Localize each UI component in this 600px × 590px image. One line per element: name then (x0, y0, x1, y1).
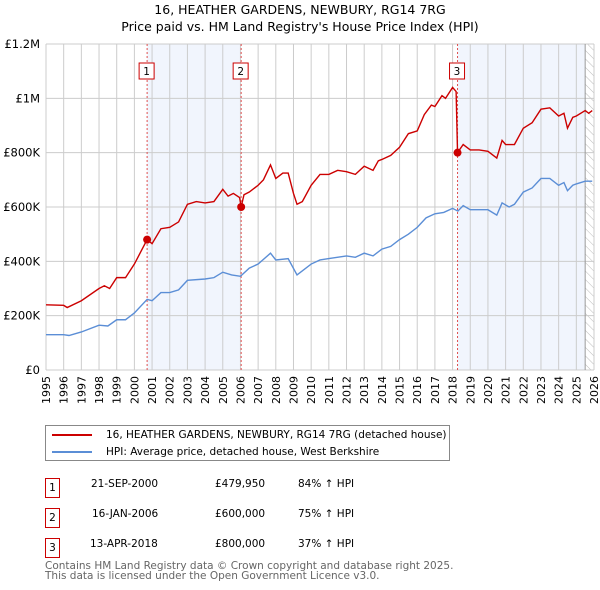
sale-point (453, 148, 462, 157)
chart-title: 16, HEATHER GARDENS, NEWBURY, RG14 7RG (154, 2, 446, 17)
x-tick-label: 2001 (146, 376, 159, 404)
y-tick-label: £200K (3, 309, 40, 323)
sale-marker-label: 3 (454, 66, 461, 78)
sale-date: 21-SEP-2000 (91, 478, 159, 490)
y-tick-label: £0 (25, 363, 40, 377)
sale-point (143, 235, 152, 244)
x-tick-label: 2012 (341, 376, 354, 404)
x-tick-label: 2008 (270, 376, 283, 404)
x-tick-label: 2004 (199, 376, 212, 404)
sale-marker-box (138, 62, 155, 80)
sale-date: 13-APR-2018 (90, 538, 158, 550)
series-line (45, 86, 593, 309)
x-tick-label: 2016 (411, 376, 424, 404)
footer-licence: This data is licensed under the Open Gov… (45, 570, 380, 582)
sale-date: 16-JAN-2006 (92, 508, 159, 520)
sale-point (237, 203, 246, 211)
sale-hpi: 75% ↑ HPI (298, 508, 355, 520)
sale-hpi: 37% ↑ HPI (298, 538, 355, 550)
y-tick-label: £1M (15, 91, 40, 105)
legend-red-swatch (52, 434, 92, 436)
legend: 16, HEATHER GARDENS, NEWBURY, RG14 7RG (… (45, 425, 450, 461)
sale-marker-box (449, 62, 466, 80)
sale-price: £800,000 (215, 538, 266, 550)
legend-property: 16, HEATHER GARDENS, NEWBURY, RG14 7RG (… (106, 429, 447, 441)
x-tick-label: 2020 (482, 376, 495, 404)
x-tick-label: 2017 (429, 376, 442, 404)
y-tick-label: £400K (3, 254, 40, 268)
x-tick-label: 2010 (305, 376, 318, 404)
x-tick-label: 2006 (234, 376, 247, 404)
x-tick-label: 2025 (570, 376, 583, 404)
x-tick-label: 1995 (40, 376, 53, 404)
y-tick-label: £800K (3, 146, 40, 160)
sale-price: £600,000 (215, 508, 266, 520)
x-tick-label: 1998 (93, 376, 106, 404)
sale-marker-label: 1 (143, 66, 150, 78)
x-tick-label: 1997 (75, 376, 88, 404)
sale-marker-label: 2 (237, 66, 244, 78)
x-tick-label: 2002 (164, 376, 177, 404)
sale-badge: 1 (45, 478, 60, 498)
y-tick-label: £600K (3, 200, 40, 214)
price-chart: 1995 1996 1997 1998 1999 2000 2001 2002 2003 2004… (3, 37, 600, 404)
x-tick-label: 2005 (217, 376, 230, 404)
x-tick-label: 2022 (517, 376, 530, 404)
sale-price: £479,950 (215, 478, 266, 490)
legend-blue-swatch (52, 451, 92, 453)
sale-marker-box (232, 62, 249, 80)
x-tick-label: 2021 (500, 376, 513, 404)
x-tick-label: 2009 (287, 376, 300, 404)
x-tick-label: 2014 (376, 376, 389, 404)
sale-hpi: 84% ↑ HPI (298, 478, 355, 490)
x-tick-label: 1996 (58, 376, 71, 404)
sale-badge: 2 (45, 508, 60, 528)
y-tick-label: £1.2M (4, 37, 40, 51)
x-tick-label: 2015 (394, 376, 407, 404)
x-tick-label: 1999 (111, 376, 124, 404)
x-tick-label: 2013 (358, 376, 371, 404)
x-tick-label: 2018 (447, 376, 460, 404)
x-tick-label: 2024 (553, 376, 566, 404)
footer-copyright: Contains HM Land Registry data © Crown c… (45, 560, 454, 572)
x-tick-label: 2000 (128, 376, 141, 404)
x-tick-label: 2007 (252, 376, 265, 404)
series-line (46, 177, 593, 337)
x-tick-label: 2011 (323, 376, 336, 404)
sale-badge: 3 (45, 538, 60, 558)
x-tick-label: 2026 (588, 376, 600, 404)
chart-subtitle: Price paid vs. HM Land Registry's House … (121, 19, 479, 34)
legend-hpi: HPI: Average price, detached house, West… (106, 446, 380, 458)
x-tick-label: 2023 (535, 376, 548, 404)
x-tick-label: 2003 (181, 376, 194, 404)
x-tick-label: 2019 (464, 376, 477, 404)
